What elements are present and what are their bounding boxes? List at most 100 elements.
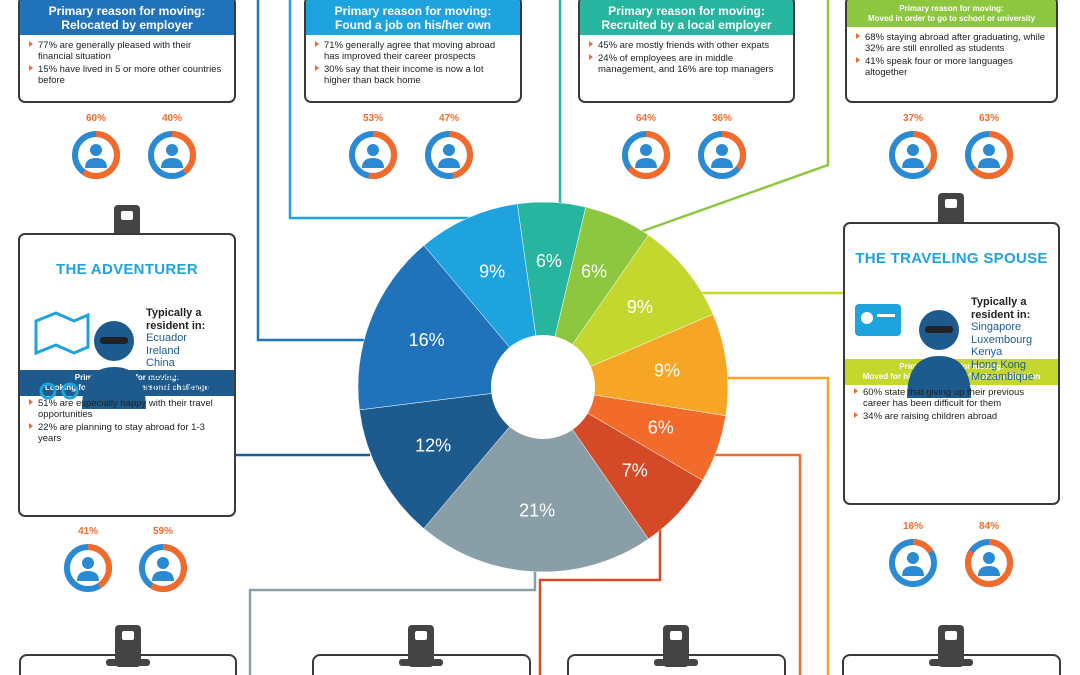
icon-head: [82, 557, 94, 569]
bullet: 34% are raising children abroad: [845, 409, 1058, 422]
bullet: 71% generally agree that moving abroad h…: [306, 38, 520, 62]
profile-card: THE ADVENTURER Typically a resident in: Ec…: [18, 233, 236, 517]
icon-body: [362, 158, 384, 168]
icon-body: [152, 571, 174, 581]
icon-body: [635, 158, 657, 168]
slice-label: 6%: [648, 418, 674, 438]
icon-body: [711, 158, 733, 168]
icon-head: [90, 144, 102, 156]
ring-share: [965, 539, 1013, 587]
gender-pct: 63%: [979, 113, 999, 124]
pie-slice: [542, 234, 714, 388]
clip-hole: [415, 631, 427, 640]
clip-base: [929, 659, 973, 666]
avatar: [34, 311, 146, 409]
reason-label: Primary reason for moving:: [899, 4, 1004, 13]
connector: [725, 376, 830, 675]
gender-pct: 64%: [636, 113, 656, 124]
bullet: 77% are generally pleased with their fin…: [20, 38, 234, 62]
resident: United Kingdom: [146, 382, 225, 394]
gender-pct: 59%: [153, 526, 173, 537]
reason-label: Primary reason for moving:: [608, 4, 765, 18]
ring-share: [425, 131, 473, 179]
icon-body: [161, 158, 183, 168]
gender-pct: 36%: [712, 113, 732, 124]
pie-slice: [423, 203, 544, 388]
gender-pct: 60%: [86, 113, 106, 124]
icon-head: [716, 144, 728, 156]
bullet: 60% state that giving up their previous …: [845, 385, 1058, 409]
pie-slice: [359, 386, 544, 529]
gender-pct: 37%: [903, 113, 923, 124]
icon-body: [902, 158, 924, 168]
bullet: 45% are mostly friends with other expats: [580, 38, 793, 51]
person-body: [907, 356, 971, 398]
person-body: [82, 367, 146, 409]
resident: Singapore: [971, 321, 1022, 333]
connector: [538, 515, 662, 675]
clip: [408, 625, 434, 667]
reason-header: Primary reason for moving: Recruited by a…: [580, 0, 793, 35]
icon-body: [438, 158, 460, 168]
clip-hole: [122, 631, 134, 640]
pie-hole: [491, 335, 595, 439]
clip-hole: [670, 631, 682, 640]
icon-head: [443, 144, 455, 156]
map-icon: [34, 311, 90, 356]
resident: Kazakhstan: [146, 369, 204, 382]
bullet: 68% staying abroad after graduating, whi…: [847, 30, 1056, 54]
profile-card: Primary reason for moving: Found a job on…: [304, 0, 522, 103]
person-glasses: [100, 337, 128, 344]
gender-pct: 47%: [439, 113, 459, 124]
ring-share: [148, 131, 196, 179]
connector: [256, 0, 370, 342]
clip-hole: [945, 631, 957, 640]
ring-share: [64, 544, 112, 592]
resident: Ireland: [146, 344, 180, 357]
ring-share: [622, 131, 670, 179]
gender-pct: 41%: [78, 526, 98, 537]
connectors: [236, 0, 843, 675]
bullet: 41% speak four or more languages altoget…: [847, 54, 1056, 78]
reason: Moved in order to go to school or univer…: [867, 14, 1036, 23]
slice-label: 9%: [479, 262, 505, 282]
bike-icon: [61, 382, 79, 400]
ring-share: [889, 131, 937, 179]
ring-share: [698, 131, 746, 179]
gender-pct: 40%: [162, 113, 182, 124]
icon-head: [907, 552, 919, 564]
resident: China: [146, 357, 175, 369]
clip-hole: [945, 199, 957, 208]
profile-card: Primary reason for moving: Moved in order…: [845, 0, 1058, 103]
ring-share: [139, 544, 187, 592]
icon-body: [85, 158, 107, 168]
slice-label: 9%: [654, 360, 680, 380]
gender-pct: 53%: [363, 113, 383, 124]
slice-label: 21%: [519, 501, 555, 521]
reason: Recruited by a local employer: [601, 18, 772, 32]
bike-icon: [39, 382, 57, 400]
card-title: THE TRAVELING SPOUSE: [855, 250, 1048, 267]
profile-card: Primary reason for moving: Recruited by a…: [578, 0, 795, 103]
reason-header: Primary reason for moving: Moved in order…: [847, 0, 1056, 27]
connector: [639, 0, 830, 234]
clip-base: [654, 659, 698, 666]
pie-slice: [423, 386, 649, 573]
icon-body: [902, 566, 924, 576]
ring-share: [965, 131, 1013, 179]
residents: Typically a resident in: Ecuador Ireland Ch…: [146, 307, 234, 395]
icon-head: [157, 557, 169, 569]
clip: [663, 625, 689, 667]
reason: Found a job on his/her own: [335, 18, 491, 32]
clip-hole: [121, 211, 133, 220]
reason-header: Primary reason for moving: Found a job on…: [306, 0, 520, 35]
person-glasses: [925, 326, 953, 333]
slice-label: 9%: [627, 297, 653, 317]
id-icon: [877, 314, 895, 317]
connector: [288, 0, 470, 220]
reason-header: Primary reason for moving: Relocated by e…: [20, 0, 234, 35]
id-icon: [861, 312, 873, 324]
icon-head: [166, 144, 178, 156]
